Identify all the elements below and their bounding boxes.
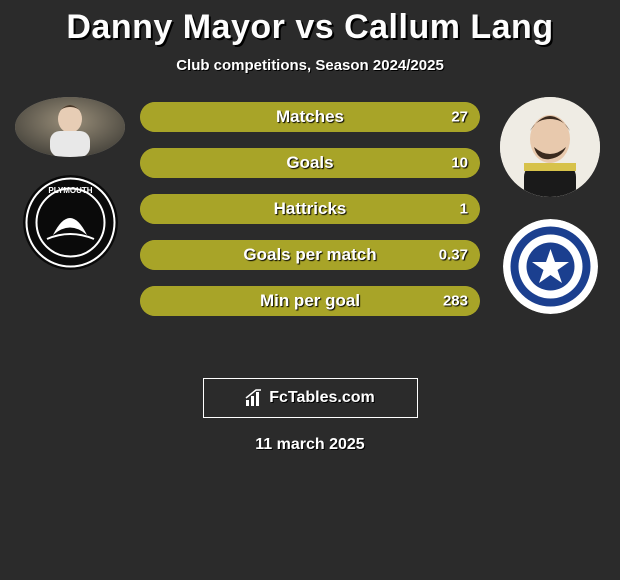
chart-icon [245,389,263,407]
stat-label: Goals per match [243,245,376,265]
stat-label: Matches [276,107,344,127]
stat-row: Goals per match 0.37 [140,240,480,270]
date-text: 11 march 2025 [0,436,620,454]
stat-row: Goals 10 [140,148,480,178]
stat-row: Min per goal 283 [140,286,480,316]
stat-label: Hattricks [274,199,347,219]
watermark: FcTables.com [203,378,418,418]
stat-right-value: 10 [451,155,468,172]
stat-row: Matches 27 [140,102,480,132]
comparison-body: PLYMOUTH [0,102,620,362]
stat-label: Min per goal [260,291,360,311]
svg-text:PLYMOUTH: PLYMOUTH [48,186,92,195]
left-club-badge: PLYMOUTH [23,175,118,270]
stat-right-value: 0.37 [439,247,468,264]
subtitle: Club competitions, Season 2024/2025 [0,57,620,74]
watermark-text: FcTables.com [269,389,375,407]
right-club-badge [503,219,598,314]
comparison-card: Danny Mayor vs Callum Lang Club competit… [0,0,620,454]
stat-row: Hattricks 1 [140,194,480,224]
stat-right-value: 1 [460,201,468,218]
left-player-avatar [15,97,125,157]
stat-label: Goals [286,153,333,173]
page-title: Danny Mayor vs Callum Lang [0,8,620,47]
right-player-column [490,97,610,314]
stat-bars: Matches 27 Goals 10 Hattricks 1 Goals per matc… [140,102,480,332]
stat-right-value: 283 [443,293,468,310]
right-player-avatar [500,97,600,197]
left-player-column: PLYMOUTH [10,97,130,270]
stat-right-value: 27 [451,109,468,126]
